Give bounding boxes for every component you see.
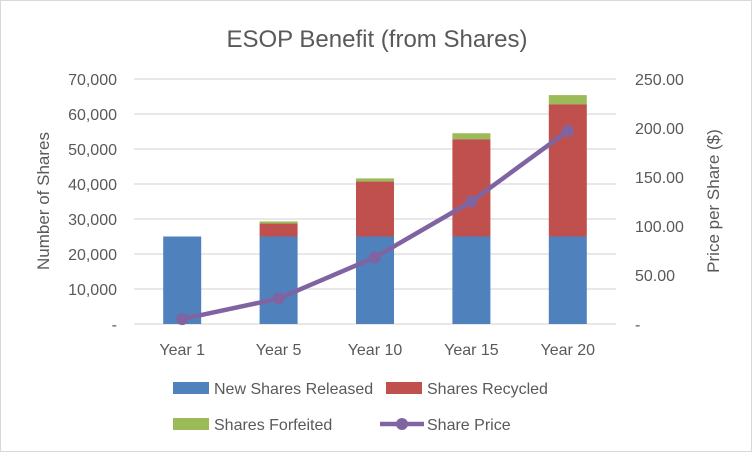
y-tick-label: 70,000 (68, 72, 117, 89)
legend-label: New Shares Released (214, 381, 373, 398)
share-price-point (369, 251, 381, 264)
bar-shares-recycled (259, 223, 298, 237)
x-tick-label: Year 20 (541, 342, 596, 359)
y2-tick-label: 200.00 (635, 121, 684, 138)
bar-new-shares-released (452, 236, 491, 324)
bar-shares-recycled (356, 181, 394, 237)
legend-marker (396, 418, 408, 430)
share-price-point (465, 195, 478, 208)
legend-swatch (173, 418, 209, 430)
bar-shares-forfeited (452, 133, 491, 140)
y-tick-label: 10,000 (68, 282, 117, 299)
bar-new-shares-released (548, 236, 587, 324)
y-tick-label: 30,000 (68, 212, 117, 229)
y-tick-label: 60,000 (68, 107, 117, 124)
bar-new-shares-released (259, 236, 298, 324)
x-tick-label: Year 15 (444, 342, 499, 359)
share-price-point (561, 124, 574, 137)
y2-tick-label: - (635, 317, 640, 334)
bar-new-shares-released (163, 236, 202, 324)
legend-swatch (173, 382, 209, 394)
y-tick-label: - (112, 317, 117, 334)
x-tick-label: Year 1 (159, 342, 205, 359)
chart-title: ESOP Benefit (from Shares) (226, 26, 527, 53)
legend-swatch (386, 382, 422, 394)
legend-label: Shares Recycled (427, 381, 548, 398)
y2-tick-label: 150.00 (635, 170, 684, 187)
legend-label: Shares Forfeited (214, 417, 332, 434)
y-axis-label: Number of Shares (34, 132, 53, 270)
y2-tick-label: 250.00 (635, 72, 684, 89)
y2-tick-label: 50.00 (635, 268, 675, 285)
bar-shares-recycled (548, 104, 587, 237)
y2-tick-label: 100.00 (635, 219, 684, 236)
y-tick-label: 40,000 (68, 177, 117, 194)
x-tick-label: Year 5 (256, 342, 302, 359)
x-tick-label: Year 10 (348, 342, 403, 359)
bar-shares-recycled (452, 139, 491, 237)
y-tick-label: 20,000 (68, 247, 117, 264)
y2-axis-label: Price per Share ($) (704, 129, 723, 273)
bar-shares-forfeited (259, 221, 298, 224)
bar-shares-forfeited (548, 95, 587, 105)
share-price-point (176, 313, 189, 326)
legend-label: Share Price (427, 417, 511, 434)
bar-shares-forfeited (356, 178, 394, 182)
share-price-point (272, 292, 285, 305)
y-tick-label: 50,000 (68, 142, 117, 159)
